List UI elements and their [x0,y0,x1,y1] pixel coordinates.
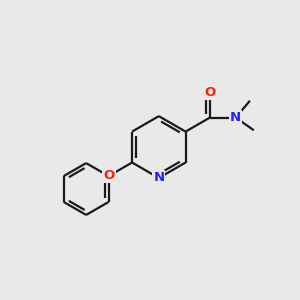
Text: N: N [153,172,164,184]
Text: O: O [204,86,215,99]
Text: N: N [230,111,241,124]
Text: O: O [103,169,115,182]
